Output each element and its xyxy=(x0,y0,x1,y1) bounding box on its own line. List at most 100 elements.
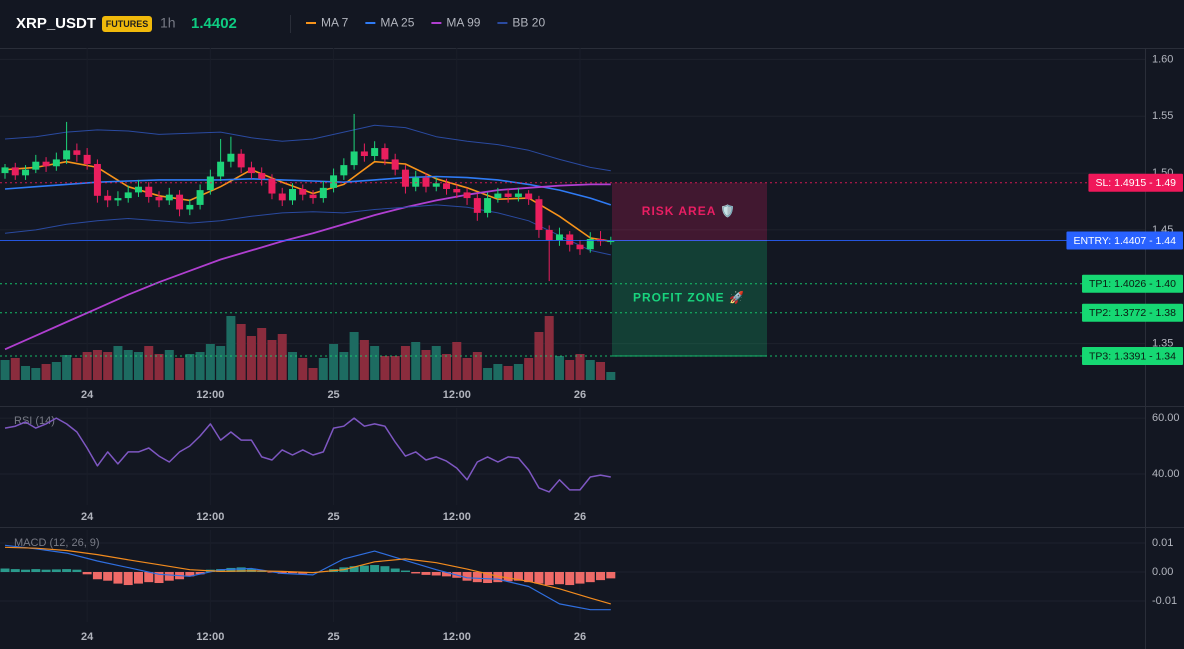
macd-line xyxy=(4,544,611,611)
symbol: XRP_USDT xyxy=(16,15,96,32)
candle-body xyxy=(104,195,112,201)
candle-body xyxy=(350,151,358,166)
y-tick-label: 40.00 xyxy=(1152,468,1180,480)
volume-bar xyxy=(123,350,133,380)
candle-body xyxy=(330,175,338,188)
volume-bar xyxy=(154,354,164,380)
rsi-line xyxy=(4,417,611,493)
histogram-bar xyxy=(421,571,431,575)
x-tick-label: 24 xyxy=(81,389,94,401)
candle-body xyxy=(299,188,307,195)
y-tick-label: 1.60 xyxy=(1152,53,1173,65)
histogram-bar xyxy=(21,569,31,572)
histogram-bar xyxy=(236,567,246,572)
volume-bar xyxy=(370,346,380,380)
candle-body xyxy=(124,192,132,199)
volume-bar xyxy=(431,346,441,380)
candle-body xyxy=(504,193,512,197)
candle-body xyxy=(73,150,81,155)
legend-label: MA 25 xyxy=(380,16,414,30)
candle-body xyxy=(165,194,173,201)
x-tick-label: 12:00 xyxy=(196,389,224,401)
histogram-bar xyxy=(288,571,297,574)
x-tick-label: 12:00 xyxy=(196,511,224,523)
histogram-bar xyxy=(442,571,452,577)
candle-body xyxy=(422,177,430,187)
volume-bar xyxy=(596,362,606,380)
y-tick-label: 0.01 xyxy=(1152,537,1173,549)
histogram-bar xyxy=(544,571,554,586)
candle-body xyxy=(443,183,451,189)
legend-label: MA 99 xyxy=(446,16,480,30)
volume-bar xyxy=(462,358,472,380)
x-tick-label: 26 xyxy=(574,631,586,643)
volume-bar xyxy=(51,362,61,380)
histogram-bar xyxy=(524,571,534,583)
candle-body xyxy=(42,161,50,167)
candle-body xyxy=(93,163,101,196)
histogram-bar xyxy=(390,568,400,572)
level-tag: TP2: 1.3772 - 1.38 xyxy=(1089,307,1176,319)
candle-body xyxy=(217,161,225,177)
histogram-bar xyxy=(216,569,226,572)
level-tag: TP1: 1.4026 - 1.40 xyxy=(1089,278,1176,290)
candle-body xyxy=(11,167,19,176)
candle-body xyxy=(607,241,615,243)
candle-body xyxy=(514,193,522,197)
volume-bar xyxy=(236,324,246,380)
candle-body xyxy=(22,169,30,176)
histogram-bar xyxy=(82,571,92,575)
candle-body xyxy=(391,159,399,170)
histogram-bar xyxy=(400,570,410,572)
interval: 1h xyxy=(160,15,176,31)
volume-bar xyxy=(31,368,41,380)
histogram-bar xyxy=(596,571,606,581)
volume-bar xyxy=(503,366,513,380)
histogram-bar xyxy=(41,569,51,572)
volume-bar xyxy=(349,332,359,380)
volume-bar xyxy=(421,350,431,380)
volume-bar xyxy=(103,352,113,380)
candle-body xyxy=(463,192,471,199)
candle-body xyxy=(186,204,194,210)
histogram-bar xyxy=(226,567,236,572)
histogram-bar xyxy=(370,565,380,572)
candle-body xyxy=(63,150,71,160)
volume-bar xyxy=(288,352,297,380)
candle-body xyxy=(401,169,409,187)
volume-bar xyxy=(308,368,318,380)
level-tag-bg xyxy=(1082,347,1183,366)
histogram-bar xyxy=(534,571,544,584)
histogram-bar xyxy=(483,571,493,584)
zone-label: RISK AREA 🛡️ xyxy=(642,204,736,218)
volume-bar xyxy=(21,366,31,380)
volume-bar xyxy=(524,358,534,380)
histogram-bar xyxy=(585,571,595,583)
y-tick-label: 1.35 xyxy=(1152,338,1173,350)
candle-body xyxy=(576,244,584,250)
histogram-bar xyxy=(133,571,143,584)
volume-bar xyxy=(339,352,349,380)
histogram-bar xyxy=(72,569,82,572)
volume-bar xyxy=(359,340,369,380)
histogram-bar xyxy=(513,571,523,581)
histogram-bar xyxy=(503,571,513,582)
candle-body xyxy=(566,234,574,245)
level-tag: TP3: 1.3391 - 1.34 xyxy=(1089,350,1176,362)
x-tick-label: 26 xyxy=(574,511,586,523)
volume-bar xyxy=(10,358,20,380)
volume-bar xyxy=(226,316,236,380)
level-tag: SL: 1.4915 - 1.49 xyxy=(1095,177,1176,189)
volume-bar xyxy=(493,364,503,380)
volume-bar xyxy=(0,360,10,380)
histogram-bar xyxy=(51,569,61,572)
candle-body xyxy=(134,186,142,193)
candle-body xyxy=(473,198,481,213)
volume-bar xyxy=(400,346,410,380)
candle-body xyxy=(114,198,122,201)
histogram-bar xyxy=(606,571,616,579)
x-tick-label: 24 xyxy=(81,511,94,523)
volume-bar xyxy=(164,350,174,380)
legend-label: MA 7 xyxy=(321,16,349,30)
